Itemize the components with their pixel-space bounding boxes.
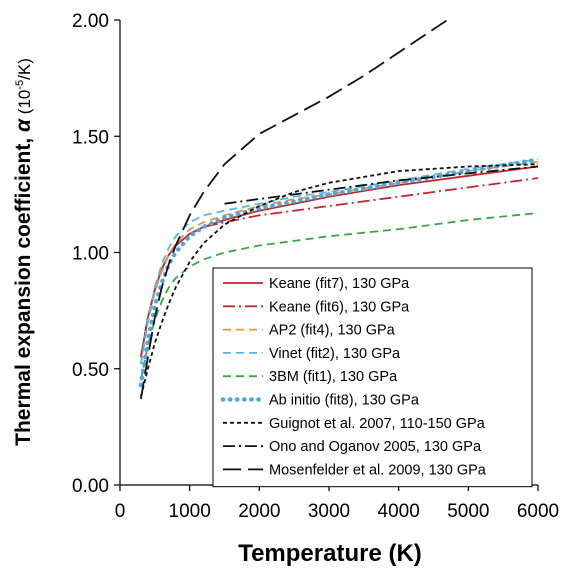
legend-label: Keane (fit6), 130 GPa <box>269 299 410 315</box>
series-line-3 <box>140 160 538 365</box>
x-axis-label: Temperature (K) <box>238 540 422 567</box>
plot-area <box>138 20 538 400</box>
x-tick-label: 1000 <box>169 501 211 522</box>
legend-box <box>212 267 533 488</box>
x-tick-label: 6000 <box>517 501 559 522</box>
y-tick-label: 1.00 <box>72 244 109 265</box>
legend: Keane (fit7), 130 GPa Keane (fit6), 130 G… <box>212 267 533 488</box>
y-axis-label: Thermal expansion coefficient, α (10-5/K… <box>12 58 35 446</box>
series-line-8 <box>224 165 538 205</box>
y-tick-label: 2.00 <box>72 11 109 32</box>
legend-label: Vinet (fit2), 130 GPa <box>269 346 401 362</box>
series-group <box>138 20 538 400</box>
legend-label: Keane (fit7), 130 GPa <box>269 276 410 292</box>
legend-label: AP2 (fit4), 130 GPa <box>269 323 396 339</box>
x-tick-label: 5000 <box>447 501 489 522</box>
legend-label: 3BM (fit1), 130 GPa <box>269 369 398 385</box>
x-tick-label: 3000 <box>308 501 350 522</box>
legend-label: Mosenfelder et al. 2009, 130 GPa <box>269 462 487 478</box>
axes: 0 1000 2000 3000 4000 5000 6000 0.00 0.50 1.00 1.5… <box>72 11 559 522</box>
y-tick-label: 1.50 <box>72 127 109 148</box>
series-line-6 <box>138 157 538 388</box>
x-tick-label: 2000 <box>238 501 280 522</box>
x-tick-label: 4000 <box>378 501 420 522</box>
legend-label: Ab initio (fit8), 130 GPa <box>269 393 420 409</box>
series-line-4 <box>140 158 538 365</box>
series-line-9 <box>140 20 448 400</box>
series-line-5 <box>140 212 538 381</box>
legend-label: Ono and Oganov 2005, 130 GPa <box>269 439 482 455</box>
y-tick-label: 0.50 <box>72 360 109 381</box>
y-tick-label: 0.00 <box>72 476 109 497</box>
legend-label: Guignot et al. 2007, 110-150 GPa <box>269 416 486 432</box>
x-tick-label: 0 <box>115 501 126 522</box>
